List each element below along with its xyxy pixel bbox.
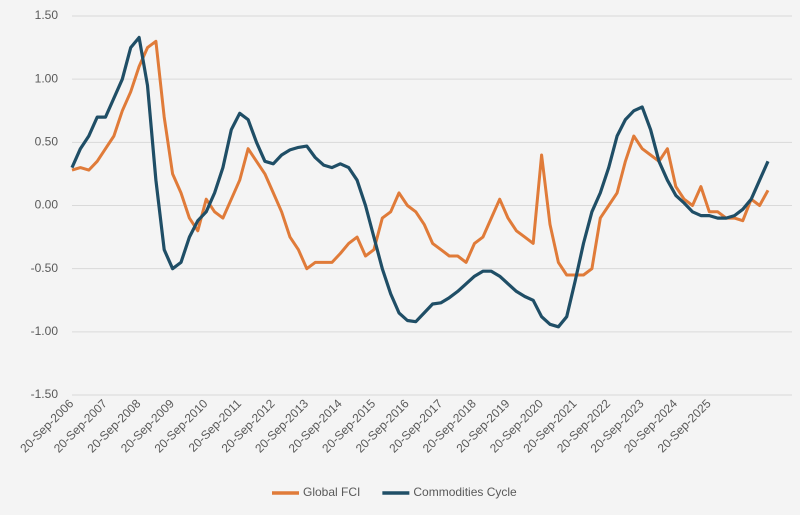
y-tick-label: 0.00 <box>35 198 59 212</box>
series-line <box>70 35 770 329</box>
y-tick-label: 1.00 <box>35 71 59 85</box>
legend-label: Commodities Cycle <box>413 485 517 499</box>
legend-label: Global FCI <box>303 485 360 499</box>
y-tick-label: -1.50 <box>31 387 59 401</box>
y-tick-label: 1.50 <box>35 8 59 22</box>
series-line <box>71 39 770 277</box>
y-tick-label: -0.50 <box>31 261 59 275</box>
y-tick-label: -1.00 <box>31 324 59 338</box>
y-tick-label: 0.50 <box>35 135 59 149</box>
